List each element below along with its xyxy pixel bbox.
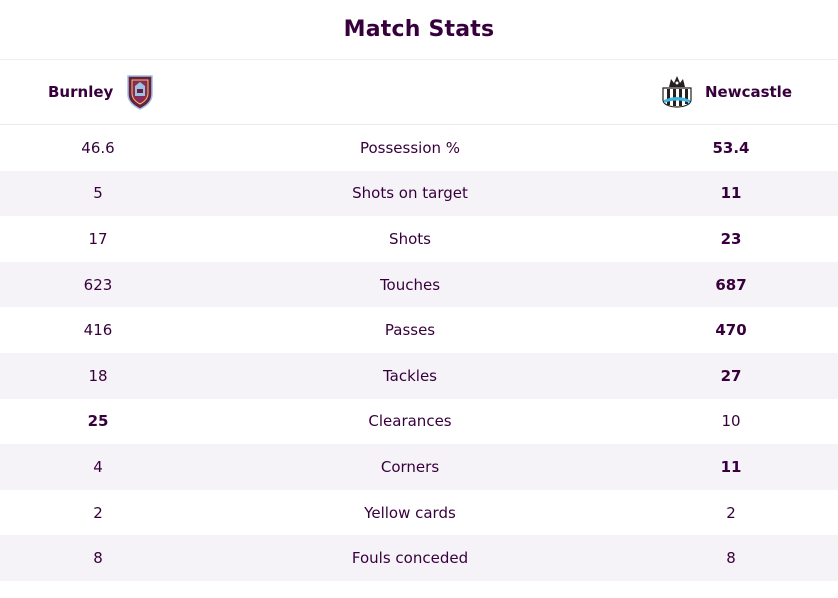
home-stat-value: 416 xyxy=(83,321,113,340)
away-stat-value: 11 xyxy=(720,457,742,476)
stat-label: Touches xyxy=(379,275,441,294)
teams-header: Burnley xyxy=(0,60,838,125)
home-stat-value: 5 xyxy=(93,184,103,203)
stat-row: 8 Fouls conceded 8 xyxy=(0,535,838,581)
stat-row: 18 Tackles 27 xyxy=(0,352,838,399)
stat-label: Clearances xyxy=(368,412,452,431)
stat-label: Tackles xyxy=(382,366,438,385)
page-title: Match Stats xyxy=(0,0,838,60)
home-team-name: Burnley xyxy=(48,83,114,101)
away-stat-value: 11 xyxy=(720,184,742,203)
home-stat-value: 18 xyxy=(88,366,108,385)
away-stat-value: 53.4 xyxy=(712,138,750,157)
burnley-crest-icon xyxy=(125,74,157,110)
stats-table: 46.6 Possession % 53.4 5 Shots on target 11 17… xyxy=(0,125,838,581)
stat-row: 416 Passes 470 xyxy=(0,307,838,353)
home-stat-value: 623 xyxy=(83,275,113,294)
stat-label: Shots xyxy=(389,229,431,248)
away-stat-value: 10 xyxy=(721,412,741,431)
home-stat-value: 2 xyxy=(93,503,103,522)
stat-label: Corners xyxy=(380,457,440,476)
away-stat-value: 470 xyxy=(715,321,747,340)
away-team[interactable]: Newcastle xyxy=(661,74,792,110)
home-team[interactable]: Burnley xyxy=(48,74,157,110)
away-stat-value: 2 xyxy=(726,503,736,522)
away-stat-value: 23 xyxy=(720,229,742,248)
home-stat-value: 17 xyxy=(88,229,108,248)
stat-label: Passes xyxy=(384,321,436,340)
stat-row: 623 Touches 687 xyxy=(0,261,838,308)
stat-row: 46.6 Possession % 53.4 xyxy=(0,125,838,171)
home-stat-value: 25 xyxy=(87,412,109,431)
away-stat-value: 687 xyxy=(715,275,747,294)
away-stat-value: 27 xyxy=(720,366,742,385)
stat-label: Shots on target xyxy=(352,184,468,203)
newcastle-crest-icon xyxy=(661,74,693,110)
stat-row: 4 Corners 11 xyxy=(0,444,838,490)
stat-row: 17 Shots 23 xyxy=(0,216,838,262)
stat-label: Yellow cards xyxy=(364,503,456,522)
away-team-name: Newcastle xyxy=(704,83,792,101)
stat-label: Possession % xyxy=(359,138,461,157)
stat-row: 5 Shots on target 11 xyxy=(0,170,838,217)
stat-row: 25 Clearances 10 xyxy=(0,399,838,445)
away-stat-value: 8 xyxy=(726,549,736,568)
home-stat-value: 4 xyxy=(93,457,103,476)
stat-row: 2 Yellow cards 2 xyxy=(0,490,838,536)
stat-label: Fouls conceded xyxy=(351,549,469,568)
home-stat-value: 8 xyxy=(93,549,103,568)
home-stat-value: 46.6 xyxy=(81,138,115,157)
